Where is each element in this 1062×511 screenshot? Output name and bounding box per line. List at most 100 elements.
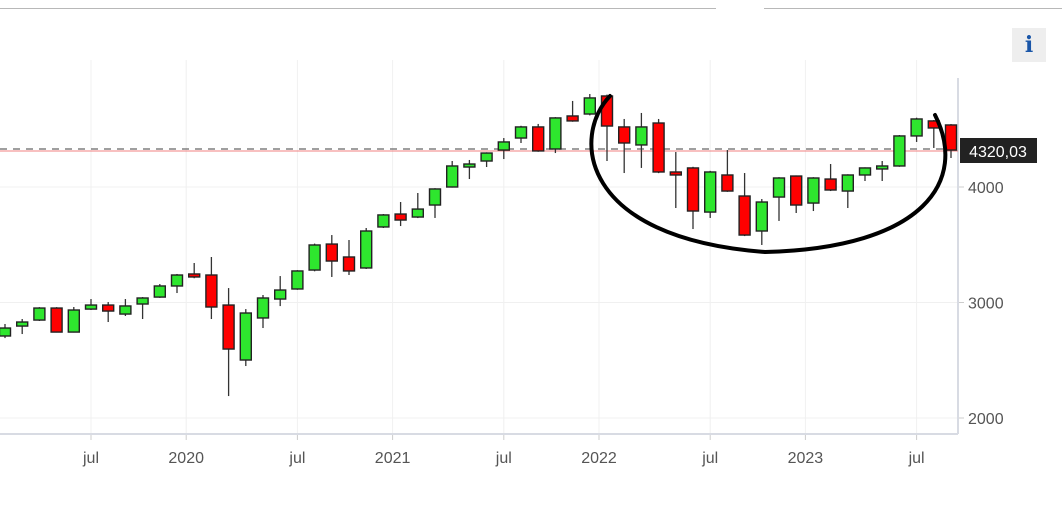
candle-2020-08 xyxy=(308,243,321,272)
candle-2022-06 xyxy=(686,166,700,230)
candle-body xyxy=(686,167,700,212)
candle-2019-10 xyxy=(136,297,149,320)
candle-body xyxy=(239,312,253,361)
x-tick-label: 2022 xyxy=(581,450,617,467)
candle-2022-10 xyxy=(755,199,768,245)
candle-body xyxy=(187,273,201,278)
candle-body xyxy=(291,270,304,290)
candle-body xyxy=(532,126,545,152)
candle-body xyxy=(669,171,682,176)
candle-2021-11 xyxy=(566,100,579,122)
x-tick-label: jul xyxy=(908,450,925,467)
candle-body xyxy=(50,307,63,333)
info-icon: i xyxy=(1024,32,1034,58)
candle-body xyxy=(772,177,786,198)
candle-2023-05 xyxy=(876,161,889,181)
candle-body xyxy=(514,126,528,139)
candle-body xyxy=(841,174,854,192)
candle-2021-06 xyxy=(480,152,493,168)
candle-body xyxy=(583,97,596,115)
axes: 2000 3000 4000 jul 2020 jul 2021 jul 2022 jul 2023… xyxy=(0,78,1004,467)
candle-2021-05 xyxy=(463,159,476,180)
candle-2020-10 xyxy=(342,240,356,276)
candle-body xyxy=(790,175,803,206)
candle-2022-02 xyxy=(618,118,631,174)
top-border xyxy=(0,8,1062,9)
candle-2023-06 xyxy=(893,135,906,167)
candle-2020-02 xyxy=(205,256,218,320)
candle-body xyxy=(446,165,459,188)
y-tick-label: 3000 xyxy=(968,296,1004,313)
x-tick-label: jul xyxy=(701,450,718,467)
candle-body xyxy=(807,177,820,204)
candle-2023-07 xyxy=(910,117,923,142)
candle-2022-04 xyxy=(652,118,665,174)
candle-2021-10 xyxy=(549,117,562,154)
candle-body xyxy=(704,171,717,213)
x-tick-label: jul xyxy=(82,450,99,467)
candle-body xyxy=(824,178,837,191)
candle-body xyxy=(205,274,218,308)
candle-body xyxy=(566,115,579,122)
x-tick-label: 2023 xyxy=(788,450,824,467)
candle-body xyxy=(549,117,562,150)
candle-2021-12 xyxy=(583,94,596,116)
candle-2019-05 xyxy=(50,307,63,333)
candle-2021-09 xyxy=(532,123,545,152)
candle-body xyxy=(33,307,46,321)
hand-drawn-arc-annotation xyxy=(589,94,948,255)
candle-2019-03 xyxy=(16,319,29,335)
candle-body xyxy=(893,135,906,167)
candle-2023-02 xyxy=(824,164,837,192)
candle-2021-03 xyxy=(428,188,442,218)
candle-2019-07 xyxy=(84,299,98,311)
candle-2020-09 xyxy=(325,235,338,277)
candle-2021-07 xyxy=(497,138,510,160)
last-price-text: 4320,03 xyxy=(969,144,1027,161)
candle-body xyxy=(67,309,81,333)
grid xyxy=(0,60,958,434)
candle-2020-11 xyxy=(360,228,373,270)
candle-2021-02 xyxy=(411,193,424,219)
candle-body xyxy=(377,214,390,228)
candle-body xyxy=(428,188,442,206)
candle-body xyxy=(755,201,768,232)
candle-body xyxy=(480,152,493,162)
candle-body xyxy=(119,305,132,315)
candle-2021-08 xyxy=(514,125,528,143)
candle-body xyxy=(274,289,287,300)
candle-body xyxy=(222,304,235,350)
candle-2020-03 xyxy=(222,288,235,397)
candle-2020-04 xyxy=(239,309,253,367)
last-price-label: 4320,03 xyxy=(960,138,1037,163)
x-tick-label: 2020 xyxy=(168,450,204,467)
candle-body xyxy=(858,167,872,176)
y-tick-label: 4000 xyxy=(968,180,1004,197)
candle-2019-12 xyxy=(170,273,184,294)
last-price-line xyxy=(0,148,958,152)
candle-body xyxy=(136,297,149,305)
candle-body xyxy=(325,243,338,262)
candle-2020-05 xyxy=(256,294,270,329)
candle-body xyxy=(360,230,373,269)
candle-2020-01 xyxy=(187,262,201,279)
candle-2023-04 xyxy=(858,167,872,181)
candle-body xyxy=(721,174,734,192)
candle-2019-08 xyxy=(101,302,115,323)
candle-2022-11 xyxy=(772,177,786,221)
candle-2022-07 xyxy=(704,170,717,218)
candle-2019-06 xyxy=(67,307,81,333)
candles xyxy=(0,94,958,397)
candle-2021-04 xyxy=(446,161,459,188)
candle-2021-01 xyxy=(394,202,407,227)
candle-body xyxy=(738,195,751,236)
candle-body xyxy=(394,213,407,221)
candle-2023-09 xyxy=(944,124,958,159)
x-tick-label: 2021 xyxy=(375,450,411,467)
info-button[interactable]: i xyxy=(1012,28,1046,62)
candle-body xyxy=(0,327,12,337)
candle-body xyxy=(944,124,958,151)
candle-2023-03 xyxy=(841,174,854,209)
candle-body xyxy=(463,163,476,168)
